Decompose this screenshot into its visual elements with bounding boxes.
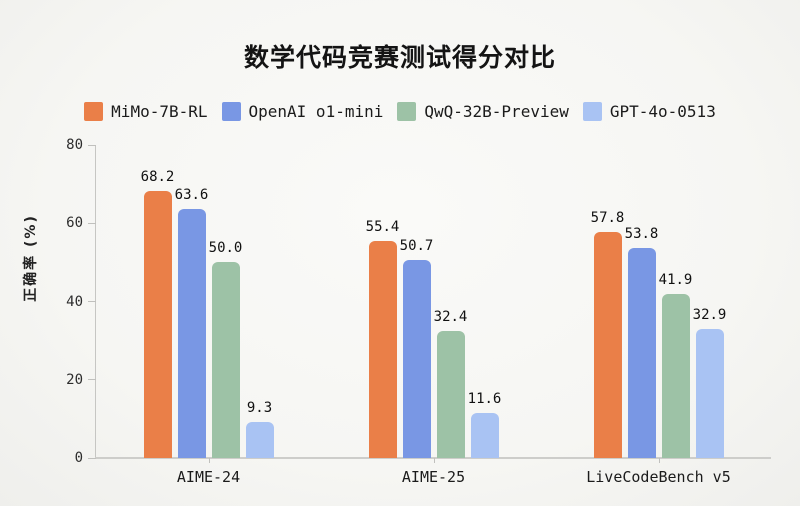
bar-mimo-7b-rl: 55.4 [366, 219, 399, 458]
y-tick: 0 [75, 450, 96, 466]
bar-value-label: 50.0 [208, 240, 243, 257]
legend-label: OpenAI o1-mini [248, 102, 384, 121]
bar-group-livecodebench-v5: 57.8 53.8 41.9 32.9 LiveCodeBench v5 [586, 145, 731, 486]
legend-label: GPT-4o-0513 [609, 102, 716, 121]
bar-group-aime-25: 55.4 50.7 32.4 11.6 AIME-25 [366, 145, 502, 486]
bar-gpt-4o-0513: 32.9 [693, 307, 726, 458]
y-tick-label: 20 [66, 371, 83, 388]
bars-aime-25: 55.4 50.7 32.4 11.6 [366, 145, 501, 458]
bar-mimo-7b-rl: 57.8 [591, 210, 624, 458]
bar-group-aime-24: 68.2 63.6 50.0 9.3 AIME-24 [141, 145, 274, 486]
bar-qwq-32b-preview: 50.0 [209, 240, 242, 458]
x-tick [433, 458, 435, 463]
chart-title: 数学代码竞赛测试得分对比 [243, 43, 556, 72]
y-tick-label: 80 [66, 137, 83, 153]
category-label-livecodebench-v5: LiveCodeBench v5 [586, 468, 731, 486]
bar-value-label: 53.8 [624, 225, 659, 242]
legend-swatch-icon [221, 102, 241, 121]
legend-item-qwq-32b-preview: QwQ-32B-Preview [397, 102, 569, 121]
y-tick: 40 [66, 294, 96, 310]
y-tick-label: 60 [66, 215, 83, 232]
bar-gpt-4o-0513: 9.3 [245, 400, 274, 458]
y-tick: 60 [66, 215, 96, 231]
legend-item-gpt-4o-0513: GPT-4o-0513 [582, 102, 716, 121]
category-label-aime-25: AIME-25 [401, 468, 466, 486]
legend-label: QwQ-32B-Preview [424, 102, 569, 121]
bar-value-label: 55.4 [365, 219, 400, 236]
y-tick-label: 0 [74, 450, 83, 466]
legend-swatch-icon [397, 102, 417, 121]
legend: MiMo-7B-RL OpenAI o1-mini QwQ-32B-Preview G… [0, 102, 800, 121]
legend-label: MiMo-7B-RL [111, 102, 208, 121]
bar-value-label: 11.6 [467, 390, 502, 407]
bar-openai-o1-mini: 50.7 [400, 238, 433, 458]
legend-swatch-icon [582, 102, 602, 121]
bar-qwq-32b-preview: 41.9 [659, 272, 692, 458]
x-axis-line [95, 457, 771, 459]
legend-item-openai-o1-mini: OpenAI o1-mini [221, 102, 384, 121]
bar-value-label: 50.7 [399, 237, 434, 254]
bar-value-label: 63.6 [174, 187, 209, 204]
legend-item-mimo-7b-rl: MiMo-7B-RL [84, 102, 208, 121]
y-tick: 20 [66, 372, 96, 388]
bar-openai-o1-mini: 63.6 [175, 187, 208, 458]
y-tick: 80 [66, 137, 96, 153]
bar-value-label: 32.9 [692, 307, 727, 324]
bar-value-label: 9.3 [246, 399, 273, 416]
bar-value-label: 41.9 [658, 272, 693, 289]
bars-livecodebench-v5: 57.8 53.8 41.9 32.9 [591, 145, 726, 458]
x-tick [658, 458, 660, 463]
y-axis-title: 正确率 (%) [23, 214, 39, 302]
bar-value-label: 57.8 [590, 209, 625, 226]
plot-area: 0 20 40 60 80 68.2 63.6 50.0 9.3 AIME-24 55.4 50.7 3… [66, 137, 771, 486]
bar-value-label: 68.2 [140, 169, 175, 186]
bar-value-label: 32.4 [433, 309, 468, 326]
legend-swatch-icon [84, 102, 104, 121]
bar-qwq-32b-preview: 32.4 [434, 309, 467, 458]
bar-mimo-7b-rl: 68.2 [141, 169, 174, 458]
bar-gpt-4o-0513: 11.6 [468, 391, 501, 458]
y-tick-label: 40 [66, 293, 83, 310]
x-tick [208, 458, 210, 463]
bar-openai-o1-mini: 53.8 [625, 226, 658, 458]
category-label-aime-24: AIME-24 [176, 468, 241, 486]
bars-aime-24: 68.2 63.6 50.0 9.3 [141, 145, 274, 458]
